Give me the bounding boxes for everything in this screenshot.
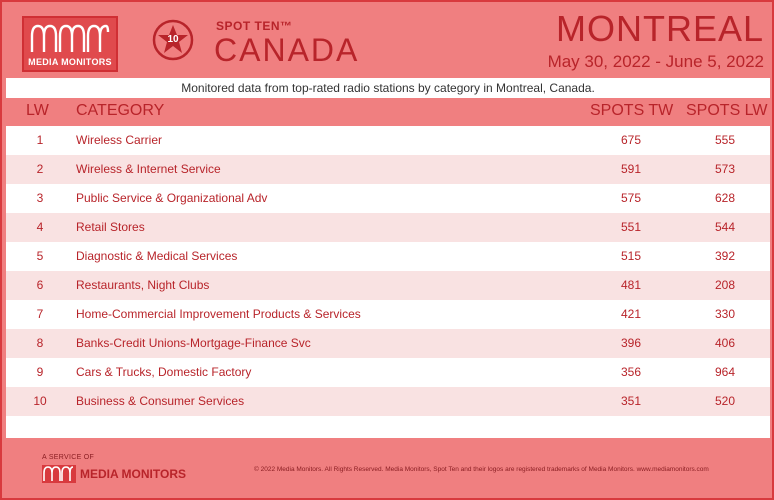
category-cell: Wireless & Internet Service	[76, 162, 221, 176]
spots-lw-cell: 628	[714, 191, 736, 205]
spot-ten-badge: 10	[152, 19, 194, 61]
spots-tw-cell: 356	[620, 365, 642, 379]
table-row: 6 Restaurants, Night Clubs 481 208	[6, 271, 770, 300]
table-row: 8 Banks-Credit Unions-Mortgage-Finance S…	[6, 329, 770, 358]
rankings-table: LW CATEGORY SPOTS TW SPOTS LW 1 Wireless…	[6, 98, 770, 438]
media-monitors-wave-icon	[30, 24, 110, 52]
spots-tw-cell: 575	[620, 191, 642, 205]
spots-lw-cell: 392	[714, 249, 736, 263]
lw-cell: 3	[36, 191, 44, 205]
footer-logo: MEDIA MONITORS	[42, 464, 212, 484]
lw-cell: 7	[36, 307, 44, 321]
category-cell: Banks-Credit Unions-Mortgage-Finance Svc	[76, 336, 311, 350]
column-header-spots-tw: SPOTS TW	[590, 102, 674, 119]
table-row: 1 Wireless Carrier 675 555	[6, 126, 770, 155]
subtitle: Monitored data from top-rated radio stat…	[6, 78, 770, 98]
column-header-category: CATEGORY	[76, 102, 165, 119]
column-header-lw: LW	[26, 102, 49, 119]
table-row: 2 Wireless & Internet Service 591 573	[6, 155, 770, 184]
service-of-label: A SERVICE OF	[42, 454, 95, 461]
spots-tw-cell: 675	[620, 133, 642, 147]
category-cell: Cars & Trucks, Domestic Factory	[76, 365, 252, 379]
spots-tw-cell: 396	[620, 336, 642, 350]
category-cell: Business & Consumer Services	[76, 394, 245, 408]
spots-tw-cell: 591	[620, 162, 642, 176]
copyright-text: © 2022 Media Monitors. All Rights Reserv…	[254, 466, 709, 473]
category-cell: Public Service & Organizational Adv	[76, 191, 268, 205]
city-title: MONTREAL	[555, 8, 764, 49]
footer-logo-text: MEDIA MONITORS	[80, 467, 187, 481]
spots-lw-cell: 208	[714, 278, 736, 292]
table-row: 10 Business & Consumer Services 351 520	[6, 387, 770, 416]
spots-lw-cell: 964	[714, 365, 736, 379]
spots-lw-cell: 573	[714, 162, 736, 176]
table-row: 7 Home-Commercial Improvement Products &…	[6, 300, 770, 329]
lw-cell: 10	[33, 394, 47, 408]
country-label: CANADA	[214, 32, 360, 68]
lw-cell: 8	[36, 336, 44, 350]
spots-tw-cell: 421	[620, 307, 642, 321]
table-row: 9 Cars & Trucks, Domestic Factory 356 96…	[6, 358, 770, 387]
lw-cell: 5	[36, 249, 44, 263]
spots-lw-cell: 406	[714, 336, 736, 350]
spots-lw-cell: 555	[714, 133, 736, 147]
lw-cell: 6	[36, 278, 44, 292]
category-cell: Retail Stores	[76, 220, 145, 234]
category-cell: Home-Commercial Improvement Products & S…	[76, 307, 361, 321]
spots-tw-cell: 351	[620, 394, 642, 408]
badge-number: 10	[167, 34, 179, 45]
table-row: 3 Public Service & Organizational Adv 57…	[6, 184, 770, 213]
table-row: 4 Retail Stores 551 544	[6, 213, 770, 242]
category-cell: Diagnostic & Medical Services	[76, 249, 238, 263]
spots-lw-cell: 544	[714, 220, 736, 234]
category-cell: Wireless Carrier	[76, 133, 163, 147]
column-header-spots-lw: SPOTS LW	[686, 102, 768, 119]
spots-lw-cell: 330	[714, 307, 736, 321]
spot-ten-label: SPOT TEN™	[216, 19, 293, 33]
lw-cell: 1	[36, 133, 44, 147]
logo-text: MEDIA MONITORS	[28, 57, 112, 67]
table-row: 5 Diagnostic & Medical Services 515 392	[6, 242, 770, 271]
lw-cell: 2	[36, 162, 44, 176]
lw-cell: 9	[36, 365, 44, 379]
media-monitors-logo: MEDIA MONITORS	[22, 16, 118, 72]
date-range: May 30, 2022 - June 5, 2022	[547, 52, 764, 71]
spots-tw-cell: 551	[620, 220, 642, 234]
spots-tw-cell: 515	[620, 249, 642, 263]
table-header: LW CATEGORY SPOTS TW SPOTS LW	[6, 98, 770, 126]
lw-cell: 4	[36, 220, 44, 234]
spots-tw-cell: 481	[620, 278, 642, 292]
category-cell: Restaurants, Night Clubs	[76, 278, 210, 292]
spots-lw-cell: 520	[714, 394, 736, 408]
media-monitors-wave-icon	[42, 465, 76, 483]
